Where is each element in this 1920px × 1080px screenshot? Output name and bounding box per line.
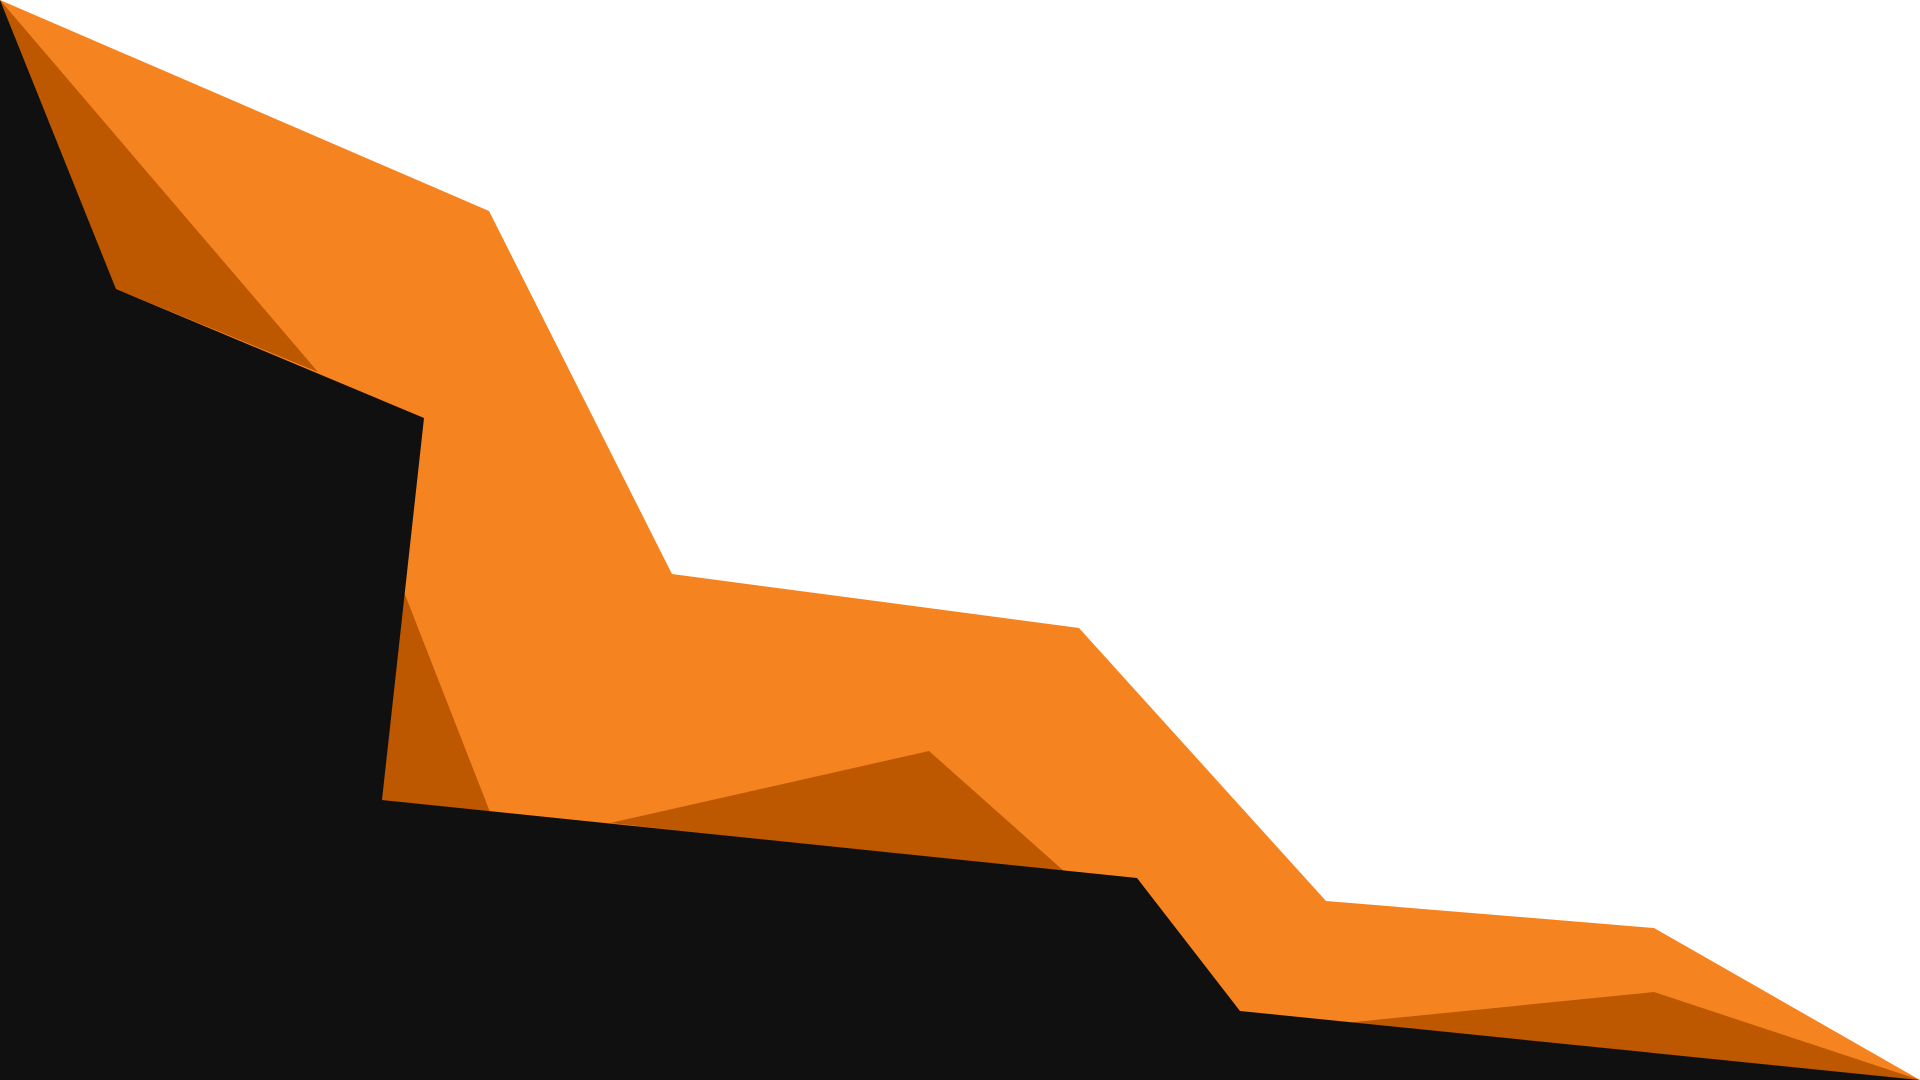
- dark-orange-cliff-shadow: [382, 592, 490, 812]
- dark-orange-middle-shadow: [610, 751, 1065, 872]
- dark-orange-upper-shadow: [0, 0, 318, 372]
- dark-orange-lower-shadow: [1345, 992, 1920, 1080]
